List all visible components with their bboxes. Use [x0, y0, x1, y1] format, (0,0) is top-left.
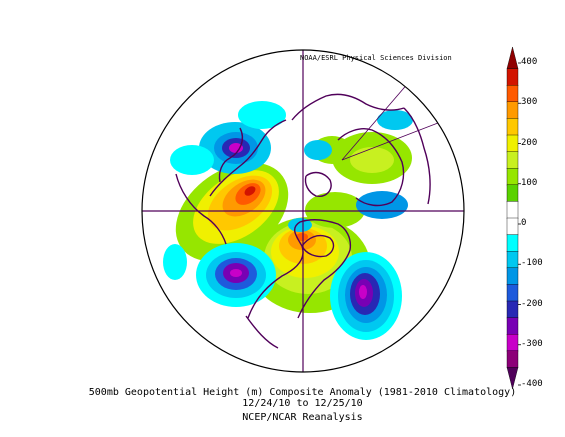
colorbar-swatch — [506, 118, 519, 136]
colorbar-swatch — [506, 46, 519, 69]
trough-north-pacific — [170, 101, 286, 175]
map-border — [141, 49, 465, 373]
trough-atlantic — [330, 252, 402, 340]
colorbar-swatch — [506, 367, 519, 390]
colorbar-label: 300 — [521, 97, 538, 108]
colorbar-swatch — [506, 84, 519, 103]
colorbar-swatch — [506, 250, 519, 269]
colorbar-label: -300 — [521, 338, 543, 349]
colorbar-label: 400 — [521, 57, 538, 67]
colorbar-label: 200 — [521, 137, 538, 148]
colorbar-swatch — [506, 300, 519, 319]
map-caption-title: 500mb Geopotential Height (m) Composite … — [88, 387, 517, 398]
colorbar-swatch — [506, 134, 519, 153]
colorbar-swatch — [506, 334, 519, 352]
map-caption-dates: 12/24/10 to 12/25/10 — [242, 398, 363, 409]
colorbar-swatch — [506, 317, 519, 335]
colorbar-swatch — [506, 234, 519, 252]
colorbar-swatch — [506, 151, 519, 169]
colorbar-label: -100 — [521, 258, 543, 269]
colorbar-label: -200 — [521, 298, 543, 309]
colorbar-label: 0 — [521, 218, 527, 228]
data-credit: NOAA/ESRL Physical Sciences Division — [300, 54, 452, 62]
colorbar-swatch — [506, 167, 519, 186]
colorbar-swatch — [506, 267, 519, 286]
ridge-west-north-america — [175, 162, 289, 262]
colorbar-swatch — [506, 201, 519, 219]
colorbar-label: 100 — [521, 177, 538, 188]
colorbar-swatch — [506, 68, 519, 86]
colorbar-swatch — [506, 284, 519, 302]
colorbar — [506, 46, 521, 390]
colorbar-label: -400 — [521, 379, 543, 389]
colorbar-swatch — [506, 217, 519, 236]
anomaly-field — [142, 50, 464, 372]
trough-aleutian — [196, 243, 276, 307]
map-caption-source: NCEP/NCAR Reanalysis — [242, 412, 363, 423]
colorbar-swatch — [506, 101, 519, 120]
colorbar-swatch — [506, 350, 519, 369]
colorbar-swatch — [506, 184, 519, 203]
